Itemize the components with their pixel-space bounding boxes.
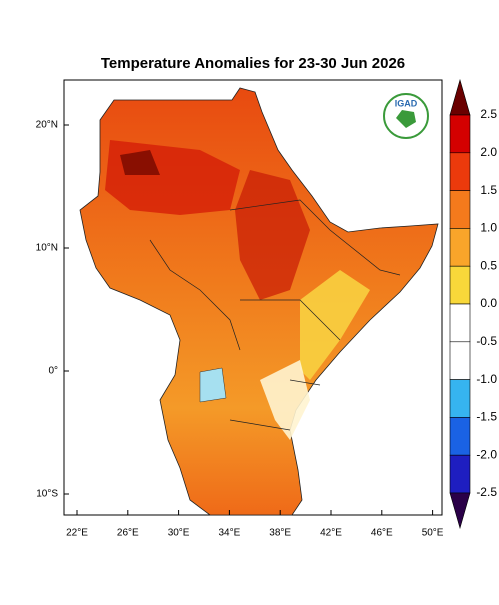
colorbar-box — [449, 190, 471, 229]
colorbar-box — [449, 152, 471, 191]
x-tick-label: 34°E — [219, 528, 241, 539]
colorbar-box — [449, 265, 471, 305]
colorbar-cap — [449, 78, 471, 116]
x-tick-label: 38°E — [269, 528, 291, 539]
colorbar-label: 0.0 — [480, 296, 497, 310]
logo: IGAD — [383, 93, 429, 139]
logo-text: IGAD — [395, 98, 418, 108]
colorbar-label: 1.5 — [480, 183, 497, 197]
colorbar-label: -1.5 — [476, 410, 497, 424]
colorbar-box — [449, 303, 471, 343]
colorbar-label: 0.5 — [480, 258, 497, 272]
colorbar-box — [449, 228, 471, 267]
map-land — [79, 87, 439, 516]
map-title: Temperature Anomalies for 23-30 Jun 2026 — [101, 55, 405, 72]
x-tick-label: 50°E — [422, 528, 444, 539]
axis-ticks: 22°E 26°E 30°E 34°E 38°E 42°E 46°E 50°E 20°N 10°N… — [36, 120, 444, 539]
colorbar-label: -2.0 — [476, 447, 497, 461]
y-tick-label: 10°S — [36, 489, 58, 500]
y-tick-label: 10°N — [36, 243, 58, 254]
colorbar: 2.5 2.0 1.5 1.0 0.5 0.0 -0.5 -1.0 -1.5 -2.0 -2.5 — [449, 78, 497, 530]
x-tick-label: 42°E — [320, 528, 342, 539]
y-tick-label: 0° — [48, 366, 58, 377]
x-tick-label: 30°E — [168, 528, 190, 539]
x-tick-label: 46°E — [371, 528, 393, 539]
colorbar-label: -2.5 — [476, 485, 497, 499]
colorbar-label: 1.0 — [480, 221, 497, 235]
colorbar-label: 2.0 — [480, 145, 497, 159]
colorbar-box — [449, 341, 471, 380]
colorbar-label: -0.5 — [476, 334, 497, 348]
colorbar-box — [449, 379, 471, 418]
colorbar-box — [449, 114, 471, 154]
x-tick-label: 26°E — [117, 528, 139, 539]
colorbar-label: 2.5 — [480, 107, 497, 121]
y-tick-label: 20°N — [36, 120, 58, 131]
colorbar-box — [449, 454, 471, 494]
colorbar-label: -1.0 — [476, 372, 497, 386]
colorbar-box — [449, 417, 471, 456]
x-tick-label: 22°E — [66, 528, 88, 539]
colorbar-cap — [449, 492, 471, 530]
